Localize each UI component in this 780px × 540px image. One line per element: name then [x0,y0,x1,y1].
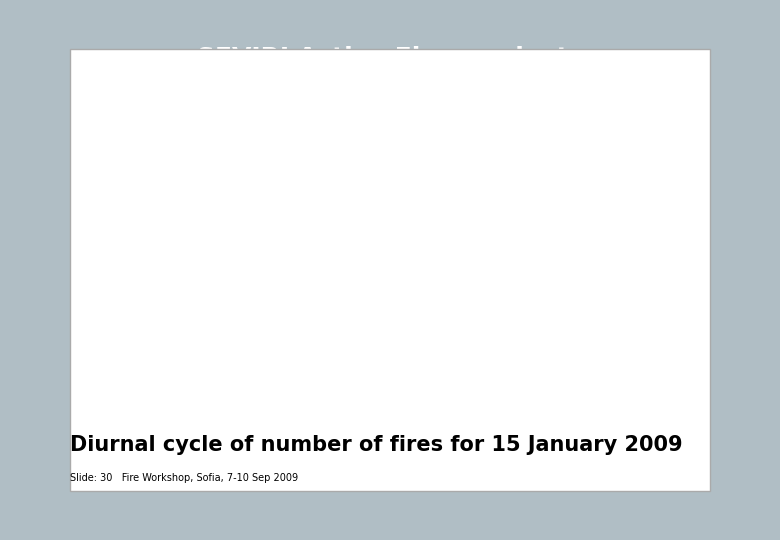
Text: Slide: 30   Fire Workshop, Sofia, 7-10 Sep 2009: Slide: 30 Fire Workshop, Sofia, 7-10 Sep… [70,473,298,483]
Text: FIR-proto: FIR-proto [655,231,711,244]
Text: SEVIRI Active Fire products: SEVIRI Active Fire products [197,46,583,70]
Text: Diurnal cycle of number of fires for 15 January 2009: Diurnal cycle of number of fires for 15 … [70,435,683,455]
X-axis label: Time (UTC): Time (UTC) [348,436,417,449]
Y-axis label: Number of fires: Number of fires [108,200,120,297]
Title: FIR-proto: FIR-proto [354,86,410,99]
